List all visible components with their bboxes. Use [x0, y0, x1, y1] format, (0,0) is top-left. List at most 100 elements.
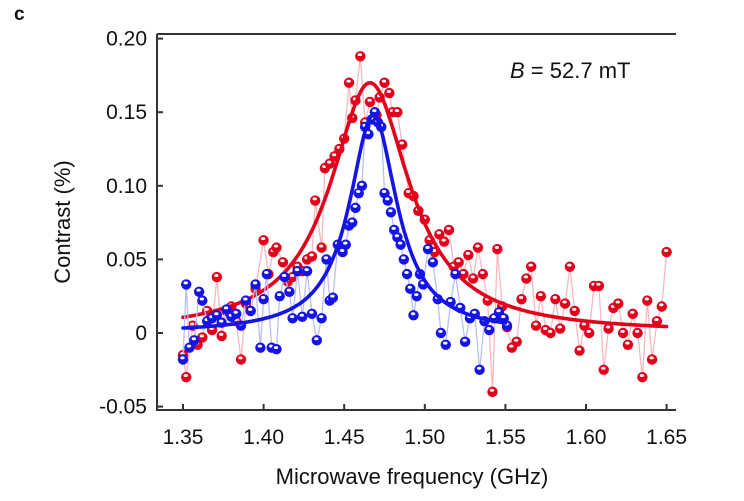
point-highlight [518, 296, 524, 300]
point-highlight [318, 244, 324, 248]
point-marker [258, 293, 269, 305]
blue-data-point [347, 217, 358, 228]
blue-data-point [405, 283, 416, 295]
blue-data-point [255, 342, 266, 353]
x-axis: 1.35 1.40 1.45 1.50 1.55 1.60 1.65 [163, 404, 687, 449]
blue-data-point [398, 254, 410, 265]
point-highlight [654, 318, 659, 322]
point-marker [463, 249, 474, 261]
red-data-point [492, 243, 503, 255]
point-highlight [620, 329, 625, 333]
point-marker [271, 343, 282, 355]
point-highlight [581, 322, 587, 326]
point-highlight [218, 319, 224, 323]
point-marker [189, 335, 200, 346]
point-highlight [273, 346, 279, 350]
point-marker [459, 336, 471, 348]
point-highlight [438, 329, 443, 333]
point-highlight [304, 268, 309, 272]
point-marker [245, 305, 256, 317]
point-marker [327, 292, 339, 303]
point-highlight [446, 226, 451, 230]
point-marker [427, 257, 439, 268]
blue-data-point [261, 268, 273, 280]
point-marker [355, 51, 366, 62]
point-marker [617, 327, 629, 339]
point-highlight [323, 256, 329, 260]
point-highlight [625, 341, 630, 345]
blue-data-point [395, 239, 406, 250]
point-highlight [365, 131, 371, 135]
point-marker [472, 242, 484, 253]
blue-data-point [279, 271, 290, 283]
red-data-point [598, 364, 609, 375]
point-highlight [441, 238, 446, 242]
point-highlight [394, 109, 400, 113]
red-data-point [453, 257, 464, 268]
point-marker [474, 364, 485, 375]
point-highlight [394, 234, 400, 238]
y-tick-label: 0.15 [106, 101, 147, 124]
red-data-point [467, 273, 479, 284]
point-highlight [615, 300, 620, 304]
point-marker [316, 242, 327, 253]
blue-data-point [230, 308, 242, 320]
point-marker [221, 304, 232, 315]
point-highlight [289, 273, 295, 277]
red-data-point [181, 371, 192, 383]
blue-data-point [440, 339, 451, 350]
point-marker [255, 342, 266, 353]
red-data-point [535, 291, 547, 302]
point-highlight [430, 259, 435, 263]
red-data-point [258, 235, 269, 246]
point-marker [350, 202, 361, 214]
point-highlight [436, 231, 442, 235]
point-marker [316, 313, 327, 324]
point-highlight [260, 296, 266, 300]
point-highlight [480, 271, 485, 275]
field-variable: B [510, 58, 525, 83]
point-highlight [586, 329, 591, 333]
red-fit-curve [181, 80, 669, 329]
point-marker [181, 371, 192, 383]
point-highlight [630, 310, 635, 314]
point-highlight [385, 197, 390, 201]
point-highlight [663, 248, 669, 252]
red-data-point [309, 195, 321, 206]
point-highlight [362, 119, 367, 123]
red-data-point [216, 330, 227, 342]
point-marker [408, 310, 419, 321]
point-highlight [343, 241, 348, 245]
point-marker [642, 295, 653, 306]
point-highlight [309, 310, 314, 314]
point-marker [613, 298, 624, 309]
series-layer [177, 51, 672, 398]
point-marker [579, 320, 590, 331]
point-marker [574, 345, 585, 356]
point-highlight [238, 356, 243, 360]
point-highlight [391, 226, 396, 230]
point-marker [521, 273, 532, 284]
point-highlight [528, 263, 533, 267]
red-data-point [443, 224, 455, 236]
point-marker [193, 286, 205, 297]
point-highlight [407, 285, 412, 289]
blue-data-point [411, 291, 422, 302]
blue-data-point [311, 335, 322, 346]
red-data-point [384, 87, 395, 99]
blue-data-point [306, 308, 318, 320]
blue-data-point [408, 310, 419, 321]
point-marker [622, 339, 634, 350]
point-highlight [455, 259, 461, 263]
red-data-point [617, 327, 629, 339]
point-marker [197, 295, 208, 306]
point-highlight [513, 338, 519, 342]
point-marker [321, 254, 332, 265]
point-marker [181, 279, 192, 290]
blue-data-point [274, 291, 285, 302]
blue-data-point [184, 342, 195, 353]
red-data-point [651, 316, 663, 327]
point-marker [484, 324, 495, 336]
point-marker [297, 311, 308, 323]
